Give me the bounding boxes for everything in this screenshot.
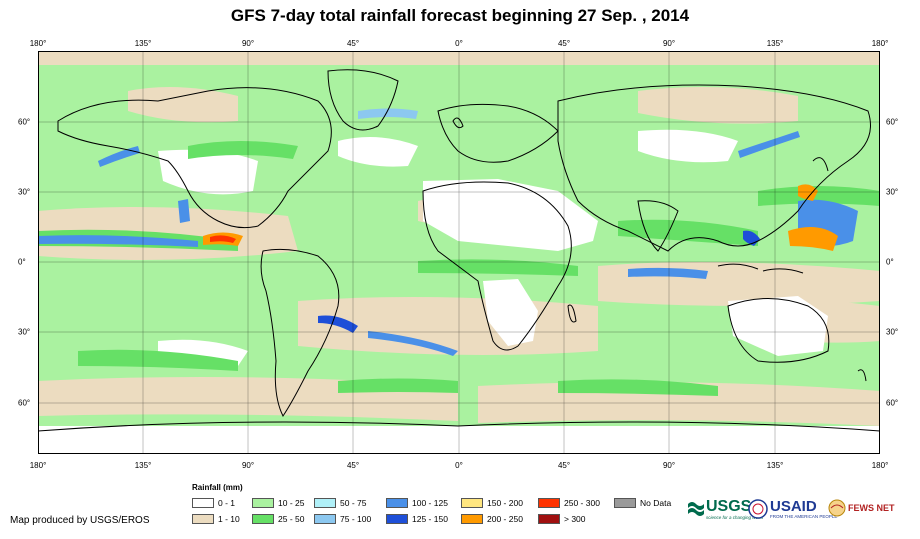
legend-label: > 300 [564, 513, 586, 524]
lon-tick-bottom: 180° [29, 461, 47, 470]
heavy-rain-areas [38, 108, 858, 356]
legend-swatch [461, 513, 483, 524]
lon-tick-top: 90° [241, 39, 255, 48]
lat-tick-right: 30° [886, 187, 899, 197]
legend-swatch [192, 497, 214, 508]
map-border [38, 51, 880, 454]
fews-net-logo: FEWS NET [828, 499, 895, 517]
legend-label: 1 - 10 [218, 513, 240, 524]
legend-title: Rainfall (mm) [192, 483, 243, 492]
fews-globe-icon [828, 499, 846, 517]
lon-tick-top: 0° [455, 39, 463, 48]
legend-swatch [314, 513, 336, 524]
legend-label: 125 - 150 [412, 513, 448, 524]
legend-item: 0 - 1 [192, 497, 235, 508]
legend-swatch [538, 513, 560, 524]
legend-label: No Data [640, 497, 672, 508]
legend-item: 125 - 150 [386, 513, 448, 524]
lon-tick-bottom: 135° [766, 461, 784, 470]
usgs-logo: USGS science for a changing world [688, 499, 763, 520]
usgs-wave-icon [688, 501, 704, 516]
legend-label: 10 - 25 [278, 497, 305, 508]
lat-tick-right: 60° [886, 398, 899, 408]
usgs-logo-text: USGS [706, 498, 752, 515]
legend-label: 200 - 250 [487, 513, 523, 524]
legend-swatch [614, 497, 636, 508]
legend-label: 25 - 50 [278, 513, 305, 524]
graticule [38, 51, 880, 454]
extreme-rain-areas [203, 184, 838, 251]
lat-tick-right: 30° [886, 327, 899, 337]
legend-swatch [314, 497, 336, 508]
legend-item: 200 - 250 [461, 513, 523, 524]
legend-swatch [252, 513, 274, 524]
legend-item: 10 - 25 [252, 497, 304, 508]
lon-tick-bottom: 45° [346, 461, 360, 470]
legend-item: No Data [614, 497, 671, 508]
lon-tick-bottom: 90° [241, 461, 255, 470]
usgs-tagline: science for a changing world [706, 515, 764, 520]
lat-tick-left: 60° [18, 117, 31, 127]
legend-swatch [192, 513, 214, 524]
legend-label: 100 - 125 [412, 497, 448, 508]
lat-tick-left: 0° [18, 257, 26, 267]
legend-item: 75 - 100 [314, 513, 371, 524]
legend-item: 250 - 300 [538, 497, 600, 508]
legend-label: 0 - 1 [218, 497, 236, 508]
lon-tick-top: 180° [871, 39, 889, 48]
legend-label: 150 - 200 [487, 497, 523, 508]
lon-tick-top: 45° [346, 39, 360, 48]
lon-tick-top: 45° [557, 39, 571, 48]
usaid-tagline: FROM THE AMERICAN PEOPLE [770, 514, 838, 519]
legend-item: 25 - 50 [252, 513, 304, 524]
lon-tick-bottom: 135° [134, 461, 152, 470]
lon-tick-bottom: 180° [871, 461, 889, 470]
legend-item: 150 - 200 [461, 497, 523, 508]
lon-tick-top: 90° [662, 39, 676, 48]
usaid-seal-icon [748, 499, 768, 519]
lat-tick-right: 0° [886, 257, 894, 267]
usaid-logo: USAID FROM THE AMERICAN PEOPLE [748, 499, 837, 519]
lon-tick-bottom: 45° [557, 461, 571, 470]
usaid-logo-text: USAID [770, 498, 817, 515]
legend-swatch [252, 497, 274, 508]
rainfall-map [38, 51, 880, 454]
lon-tick-bottom: 0° [455, 461, 463, 470]
legend-item: 50 - 75 [314, 497, 366, 508]
legend-label: 250 - 300 [564, 497, 600, 508]
legend-item: 100 - 125 [386, 497, 448, 508]
legend-label: 75 - 100 [340, 513, 372, 524]
legend-item: > 300 [538, 513, 586, 524]
lon-tick-top: 135° [766, 39, 784, 48]
lon-tick-top: 135° [134, 39, 152, 48]
fews-net-logo-text: FEWS NET [848, 503, 895, 513]
lat-tick-left: 60° [18, 398, 31, 408]
lat-tick-left: 30° [18, 187, 31, 197]
moderate-rain-areas [38, 141, 880, 396]
legend-swatch [461, 497, 483, 508]
legend-label: 50 - 75 [340, 497, 367, 508]
legend-item: 1 - 10 [192, 513, 240, 524]
lat-tick-right: 60° [886, 117, 899, 127]
lon-tick-bottom: 90° [662, 461, 676, 470]
legend-swatch [386, 497, 408, 508]
lon-tick-top: 180° [29, 39, 47, 48]
legend-swatch [386, 513, 408, 524]
country-outlines [38, 69, 880, 432]
lat-tick-left: 30° [18, 327, 31, 337]
map-credit: Map produced by USGS/EROS [10, 515, 150, 526]
legend-swatch [538, 497, 560, 508]
map-title: GFS 7-day total rainfall forecast beginn… [230, 6, 690, 25]
